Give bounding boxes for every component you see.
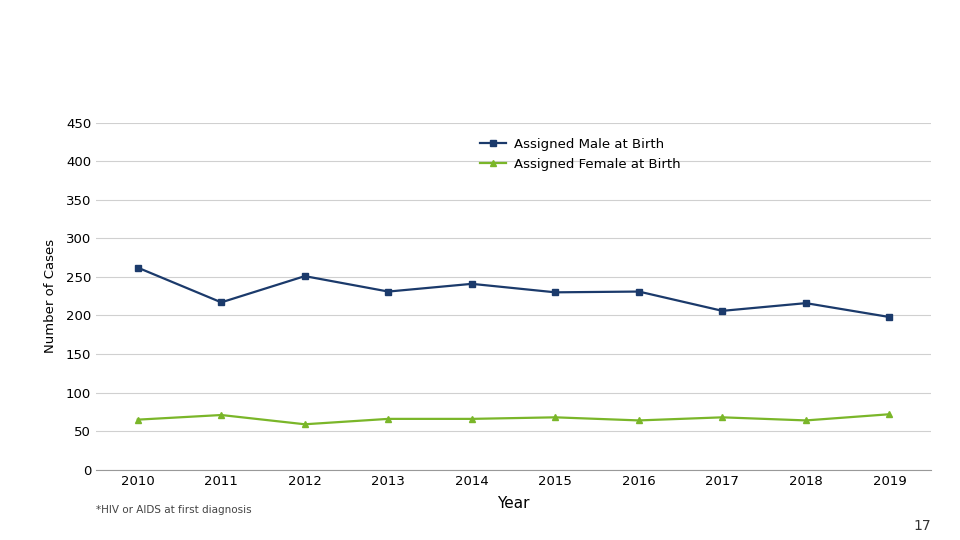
Assigned Female at Birth (132, 416, 143, 423)
Assigned Female at Birth (215, 412, 227, 418)
Assigned Female at Birth (884, 411, 896, 417)
Assigned Female at Birth (299, 421, 310, 428)
Text: 2010 - 2019: 2010 - 2019 (774, 70, 931, 94)
Y-axis label: Number of Cases: Number of Cases (44, 239, 58, 353)
Assigned Male at Birth (215, 299, 227, 306)
Line: Assigned Female at Birth: Assigned Female at Birth (134, 411, 893, 428)
Text: HIV Diagnoses* by Sex Assigned at Birth and Year of Diagnosis: HIV Diagnoses* by Sex Assigned at Birth … (38, 18, 877, 42)
X-axis label: Year: Year (497, 496, 530, 511)
Assigned Male at Birth (466, 281, 477, 287)
Assigned Male at Birth (800, 300, 811, 306)
Text: 17: 17 (914, 519, 931, 534)
Assigned Female at Birth (716, 414, 728, 421)
Line: Assigned Male at Birth: Assigned Male at Birth (134, 264, 893, 321)
Assigned Male at Birth (884, 314, 896, 320)
Assigned Male at Birth (633, 288, 644, 295)
Text: *HIV or AIDS at first diagnosis: *HIV or AIDS at first diagnosis (96, 505, 252, 515)
Assigned Female at Birth (633, 417, 644, 424)
Assigned Female at Birth (800, 417, 811, 424)
Assigned Male at Birth (299, 273, 310, 279)
Assigned Male at Birth (132, 265, 143, 271)
Assigned Female at Birth (549, 414, 561, 421)
Assigned Male at Birth (549, 289, 561, 295)
Assigned Female at Birth (382, 416, 394, 422)
Assigned Male at Birth (382, 288, 394, 295)
Legend: Assigned Male at Birth, Assigned Female at Birth: Assigned Male at Birth, Assigned Female … (474, 133, 686, 176)
Assigned Female at Birth (466, 416, 477, 422)
Assigned Male at Birth (716, 308, 728, 314)
